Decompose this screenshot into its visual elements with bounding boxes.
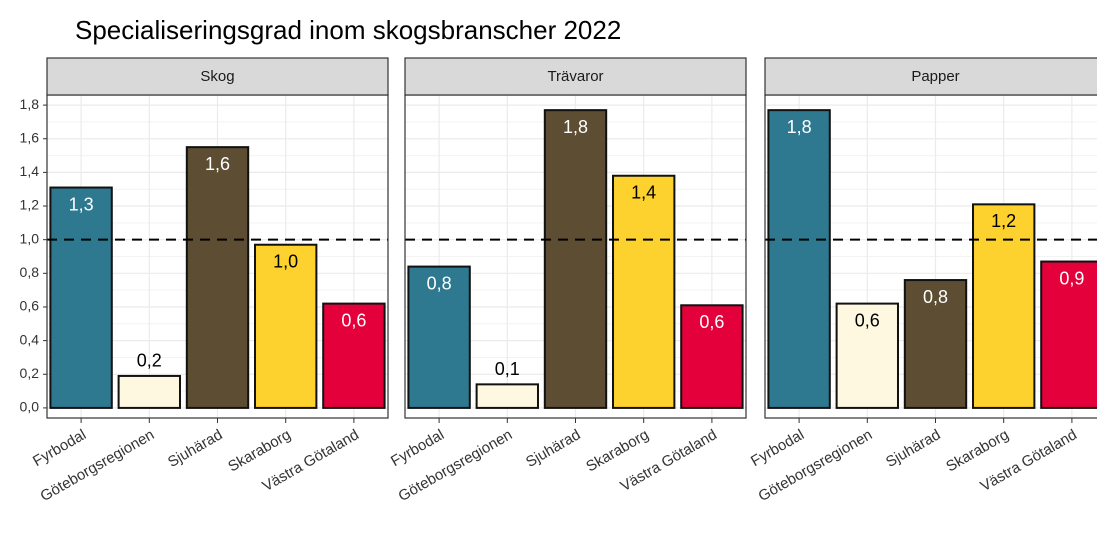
strip-title: Trävaror (547, 68, 603, 85)
bar (972, 203, 1036, 409)
value-label: 1,8 (787, 117, 812, 137)
bar (1040, 260, 1097, 409)
value-label: 0,8 (427, 273, 452, 293)
value-label: 0,6 (699, 312, 724, 332)
strip-title: Skog (200, 68, 234, 85)
x-tick-label: Sjuhärad (523, 426, 584, 471)
bar (49, 186, 113, 409)
x-tick-label: Fyrbodal (30, 426, 89, 470)
bar (903, 279, 968, 409)
x-tick-label: Fyrbodal (388, 426, 447, 470)
value-label: 1,4 (631, 183, 656, 203)
bar (117, 374, 181, 409)
y-tick-label: 1,4 (20, 163, 40, 179)
value-label: 1,0 (273, 251, 298, 271)
value-label: 1,8 (563, 117, 588, 137)
x-tick-label: Fyrbodal (748, 426, 807, 470)
y-tick-label: 1,2 (20, 197, 40, 213)
x-tick-label: Sjuhärad (165, 426, 226, 471)
x-tick-label: Göteborgsregionen (38, 426, 158, 505)
value-label: 1,6 (205, 154, 230, 174)
bar (612, 174, 676, 409)
value-label: 0,9 (1059, 268, 1084, 288)
bar (680, 304, 744, 409)
value-label: 1,2 (991, 211, 1016, 231)
x-tick-label: Göteborgsregionen (396, 426, 516, 505)
bar (322, 302, 386, 409)
y-tick-label: 0,8 (20, 264, 40, 280)
value-label: 0,6 (855, 310, 880, 330)
value-label: 1,3 (69, 194, 94, 214)
y-tick-label: 1,0 (20, 230, 40, 246)
y-tick-label: 0,6 (20, 298, 40, 314)
strip (764, 57, 1097, 96)
bar (835, 302, 899, 409)
x-tick-label: Sjuhärad (883, 426, 944, 471)
y-tick-label: 0,2 (20, 365, 40, 381)
bar (185, 146, 250, 409)
bar (543, 109, 608, 409)
strip-title: Papper (911, 68, 959, 85)
chart-title: Specialiseringsgrad inom skogsbranscher … (75, 15, 621, 45)
value-label: 0,2 (137, 351, 162, 371)
strip (46, 57, 389, 96)
x-tick-label: Göteborgsregionen (756, 426, 876, 505)
bar (254, 243, 318, 409)
y-tick-label: 0,0 (20, 399, 40, 415)
bar (767, 109, 831, 409)
strip (404, 57, 747, 96)
y-tick-label: 0,4 (20, 331, 40, 347)
y-tick-label: 1,6 (20, 129, 40, 145)
value-label: 0,6 (341, 310, 366, 330)
bar (407, 265, 471, 409)
value-label: 0,8 (923, 287, 948, 307)
bar (475, 383, 539, 409)
y-tick-label: 1,8 (20, 96, 40, 112)
value-label: 0,1 (495, 359, 520, 379)
